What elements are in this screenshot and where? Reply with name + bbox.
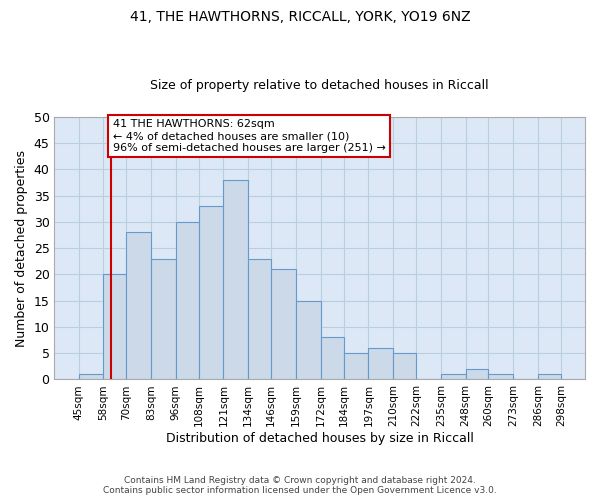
Text: 41 THE HAWTHORNS: 62sqm
← 4% of detached houses are smaller (10)
96% of semi-det: 41 THE HAWTHORNS: 62sqm ← 4% of detached… — [113, 120, 386, 152]
Bar — [176, 222, 199, 380]
Bar — [151, 258, 176, 380]
Bar — [320, 338, 344, 380]
Bar — [296, 300, 320, 380]
Bar — [488, 374, 513, 380]
Bar — [538, 374, 561, 380]
X-axis label: Distribution of detached houses by size in Riccall: Distribution of detached houses by size … — [166, 432, 473, 445]
Bar — [199, 206, 223, 380]
Text: 41, THE HAWTHORNS, RICCALL, YORK, YO19 6NZ: 41, THE HAWTHORNS, RICCALL, YORK, YO19 6… — [130, 10, 470, 24]
Y-axis label: Number of detached properties: Number of detached properties — [15, 150, 28, 346]
Bar — [344, 353, 368, 380]
Bar — [368, 348, 393, 380]
Bar — [393, 353, 416, 380]
Title: Size of property relative to detached houses in Riccall: Size of property relative to detached ho… — [151, 79, 489, 92]
Bar — [466, 369, 488, 380]
Bar — [441, 374, 466, 380]
Bar — [103, 274, 126, 380]
Bar — [126, 232, 151, 380]
Bar — [223, 180, 248, 380]
Bar — [248, 258, 271, 380]
Bar — [79, 374, 103, 380]
Bar — [271, 269, 296, 380]
Text: Contains HM Land Registry data © Crown copyright and database right 2024.
Contai: Contains HM Land Registry data © Crown c… — [103, 476, 497, 495]
